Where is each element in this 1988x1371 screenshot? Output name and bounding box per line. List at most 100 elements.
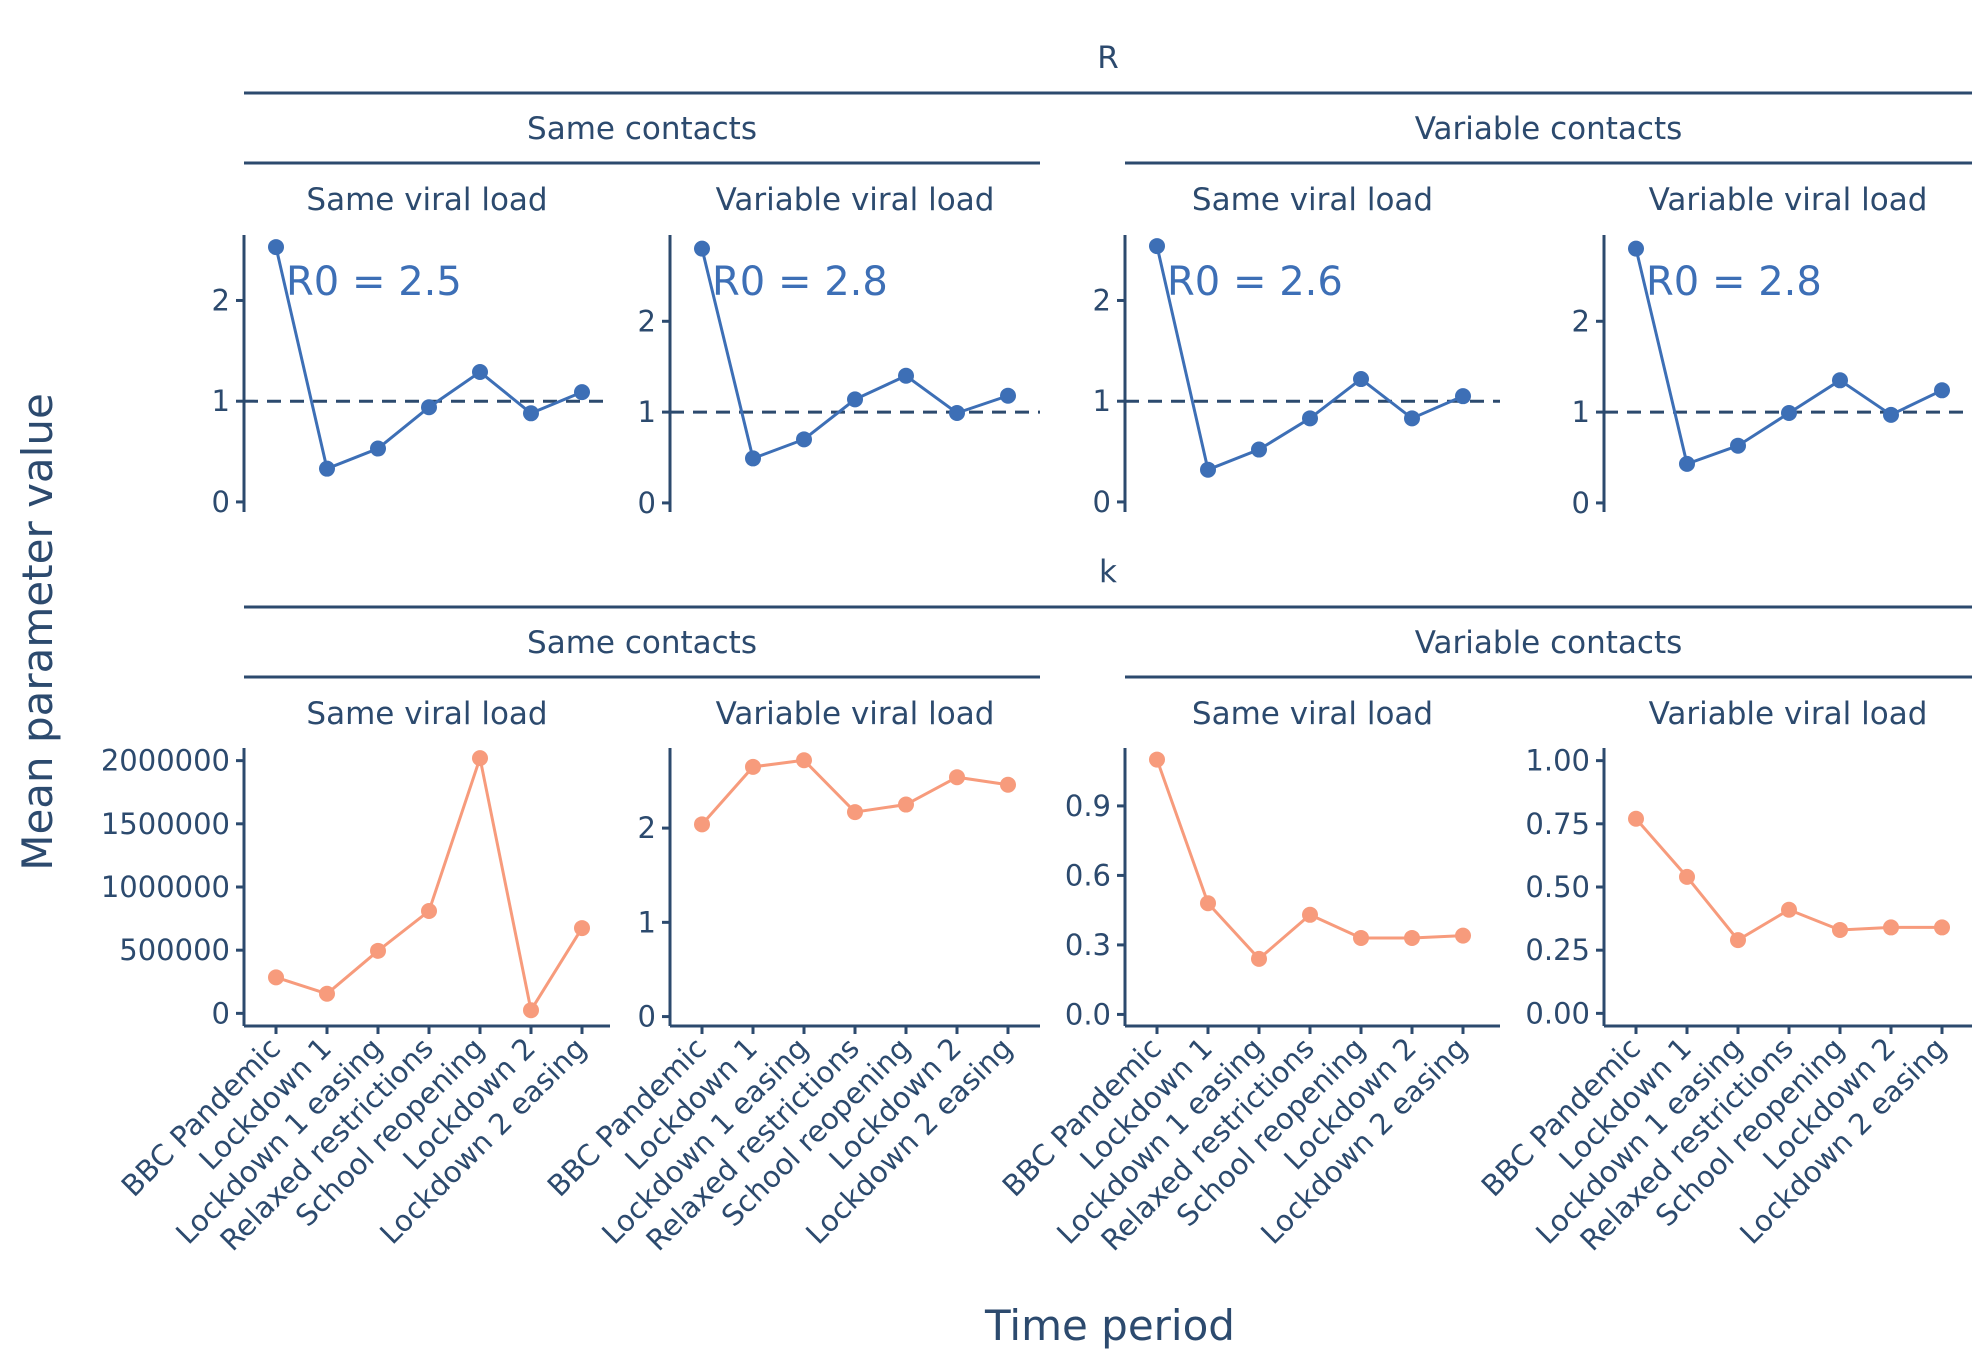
data-point xyxy=(1628,810,1644,827)
y-tick-label: 0.9 xyxy=(1065,789,1111,823)
strip-label-same-contacts: Same contacts xyxy=(527,111,757,147)
y-axis-title: Mean parameter value xyxy=(13,393,62,871)
series-line xyxy=(1155,759,1464,961)
data-point xyxy=(898,796,914,813)
data-point xyxy=(421,399,437,416)
panel-R-4: Variable viral load 0 1 2 R0 = 2.8 xyxy=(1572,182,1972,520)
data-point xyxy=(694,240,710,257)
data-point xyxy=(1679,868,1695,885)
data-point xyxy=(319,985,335,1002)
strip-label-viral-load: Variable viral load xyxy=(716,696,995,732)
data-point xyxy=(268,969,284,986)
data-point xyxy=(847,804,863,821)
y-tick-label: 1500000 xyxy=(101,807,230,841)
y-tick-label: 1.00 xyxy=(1525,744,1590,778)
data-point xyxy=(523,405,539,422)
data-point xyxy=(1883,919,1899,936)
data-point xyxy=(1832,372,1848,389)
strip-label-viral-load: Same viral load xyxy=(306,182,547,218)
strip-label-viral-load: Variable viral load xyxy=(1649,696,1928,732)
y-tick-label: 2 xyxy=(1093,283,1111,317)
panel-k-5: Same viral load 0 500000 1000000 1500000 2000… xyxy=(101,696,610,1258)
y-tick-label: 1 xyxy=(638,905,656,939)
strip-label-variable-contacts: Variable contacts xyxy=(1415,111,1683,147)
y-tick-label: 0.0 xyxy=(1065,997,1111,1031)
data-point xyxy=(421,903,437,920)
data-point xyxy=(1730,437,1746,454)
data-point xyxy=(1781,901,1797,918)
data-point xyxy=(1000,387,1016,404)
r0-annotation: R0 = 2.6 xyxy=(1167,259,1343,305)
panels: R Same contacts Variable contacts k Same con… xyxy=(101,40,1972,1258)
strip-label-viral-load: Same viral load xyxy=(1192,182,1433,218)
y-tick-label: 2 xyxy=(1572,304,1590,338)
data-point xyxy=(1353,371,1369,388)
panel-R-1: Same viral load 0 1 2 R0 = 2.5 xyxy=(212,182,610,519)
y-tick-label: 0 xyxy=(638,486,656,520)
data-point xyxy=(1781,405,1797,422)
data-point xyxy=(1934,919,1950,936)
data-point xyxy=(319,460,335,477)
y-tick-label: 1 xyxy=(1093,384,1111,418)
strip-label-viral-load: Same viral load xyxy=(1192,696,1433,732)
y-tick-label: 0.50 xyxy=(1525,870,1590,904)
series-line xyxy=(275,752,584,1015)
x-axis-title: Time period xyxy=(984,1301,1235,1350)
y-tick-label: 2 xyxy=(638,304,656,338)
r0-annotation: R0 = 2.8 xyxy=(712,259,888,305)
y-tick-label: 0 xyxy=(1572,486,1590,520)
data-point xyxy=(1149,238,1165,255)
y-tick-label: 0.3 xyxy=(1065,928,1111,962)
y-tick-label: 0.00 xyxy=(1525,996,1590,1030)
data-point xyxy=(1934,382,1950,399)
y-tick-label: 1 xyxy=(212,384,230,418)
data-point xyxy=(1353,929,1369,946)
data-point xyxy=(949,769,965,786)
data-point xyxy=(949,405,965,422)
data-point xyxy=(847,391,863,408)
data-point xyxy=(1404,929,1420,946)
data-point xyxy=(1302,410,1318,427)
data-point xyxy=(1455,927,1471,944)
y-tick-label: 2 xyxy=(212,283,230,317)
panel-R-2: Variable viral load 0 1 2 R0 = 2.8 xyxy=(638,182,1040,520)
y-tick-label: 0 xyxy=(212,485,230,519)
data-point xyxy=(574,384,590,401)
data-point xyxy=(1679,455,1695,472)
data-point xyxy=(523,1002,539,1019)
data-point xyxy=(1455,388,1471,405)
data-point xyxy=(796,752,812,769)
y-tick-label: 0.75 xyxy=(1525,807,1590,841)
strip-label-R: R xyxy=(1097,40,1119,76)
data-point xyxy=(268,239,284,256)
data-point xyxy=(1302,906,1318,923)
y-tick-label: 2000000 xyxy=(101,744,230,778)
r0-annotation: R0 = 2.8 xyxy=(1646,259,1822,305)
y-tick-label: 1 xyxy=(1572,395,1590,429)
data-point xyxy=(796,431,812,448)
data-point xyxy=(370,942,386,959)
panel-k-8: Variable viral load0.000.250.500.751.00B… xyxy=(1475,696,1972,1258)
data-point xyxy=(370,440,386,457)
strip-label-k: k xyxy=(1099,554,1117,590)
data-point xyxy=(1730,932,1746,949)
data-point xyxy=(1200,895,1216,912)
data-point xyxy=(1251,950,1267,967)
data-point xyxy=(1149,751,1165,768)
strip-label-viral-load: Variable viral load xyxy=(1649,182,1928,218)
strip-label-same-contacts: Same contacts xyxy=(527,625,757,661)
data-point xyxy=(1000,776,1016,793)
y-tick-label: 1 xyxy=(638,395,656,429)
y-tick-label: 0 xyxy=(212,996,230,1030)
r0-annotation: R0 = 2.5 xyxy=(286,259,462,305)
data-point xyxy=(1832,921,1848,938)
data-point xyxy=(898,367,914,384)
data-point xyxy=(574,920,590,937)
panel-R-3: Same viral load 0 1 2 R0 = 2.6 xyxy=(1093,182,1500,519)
strip-label-viral-load: Variable viral load xyxy=(716,182,995,218)
y-tick-label: 0.6 xyxy=(1065,858,1111,892)
data-point xyxy=(1200,461,1216,478)
